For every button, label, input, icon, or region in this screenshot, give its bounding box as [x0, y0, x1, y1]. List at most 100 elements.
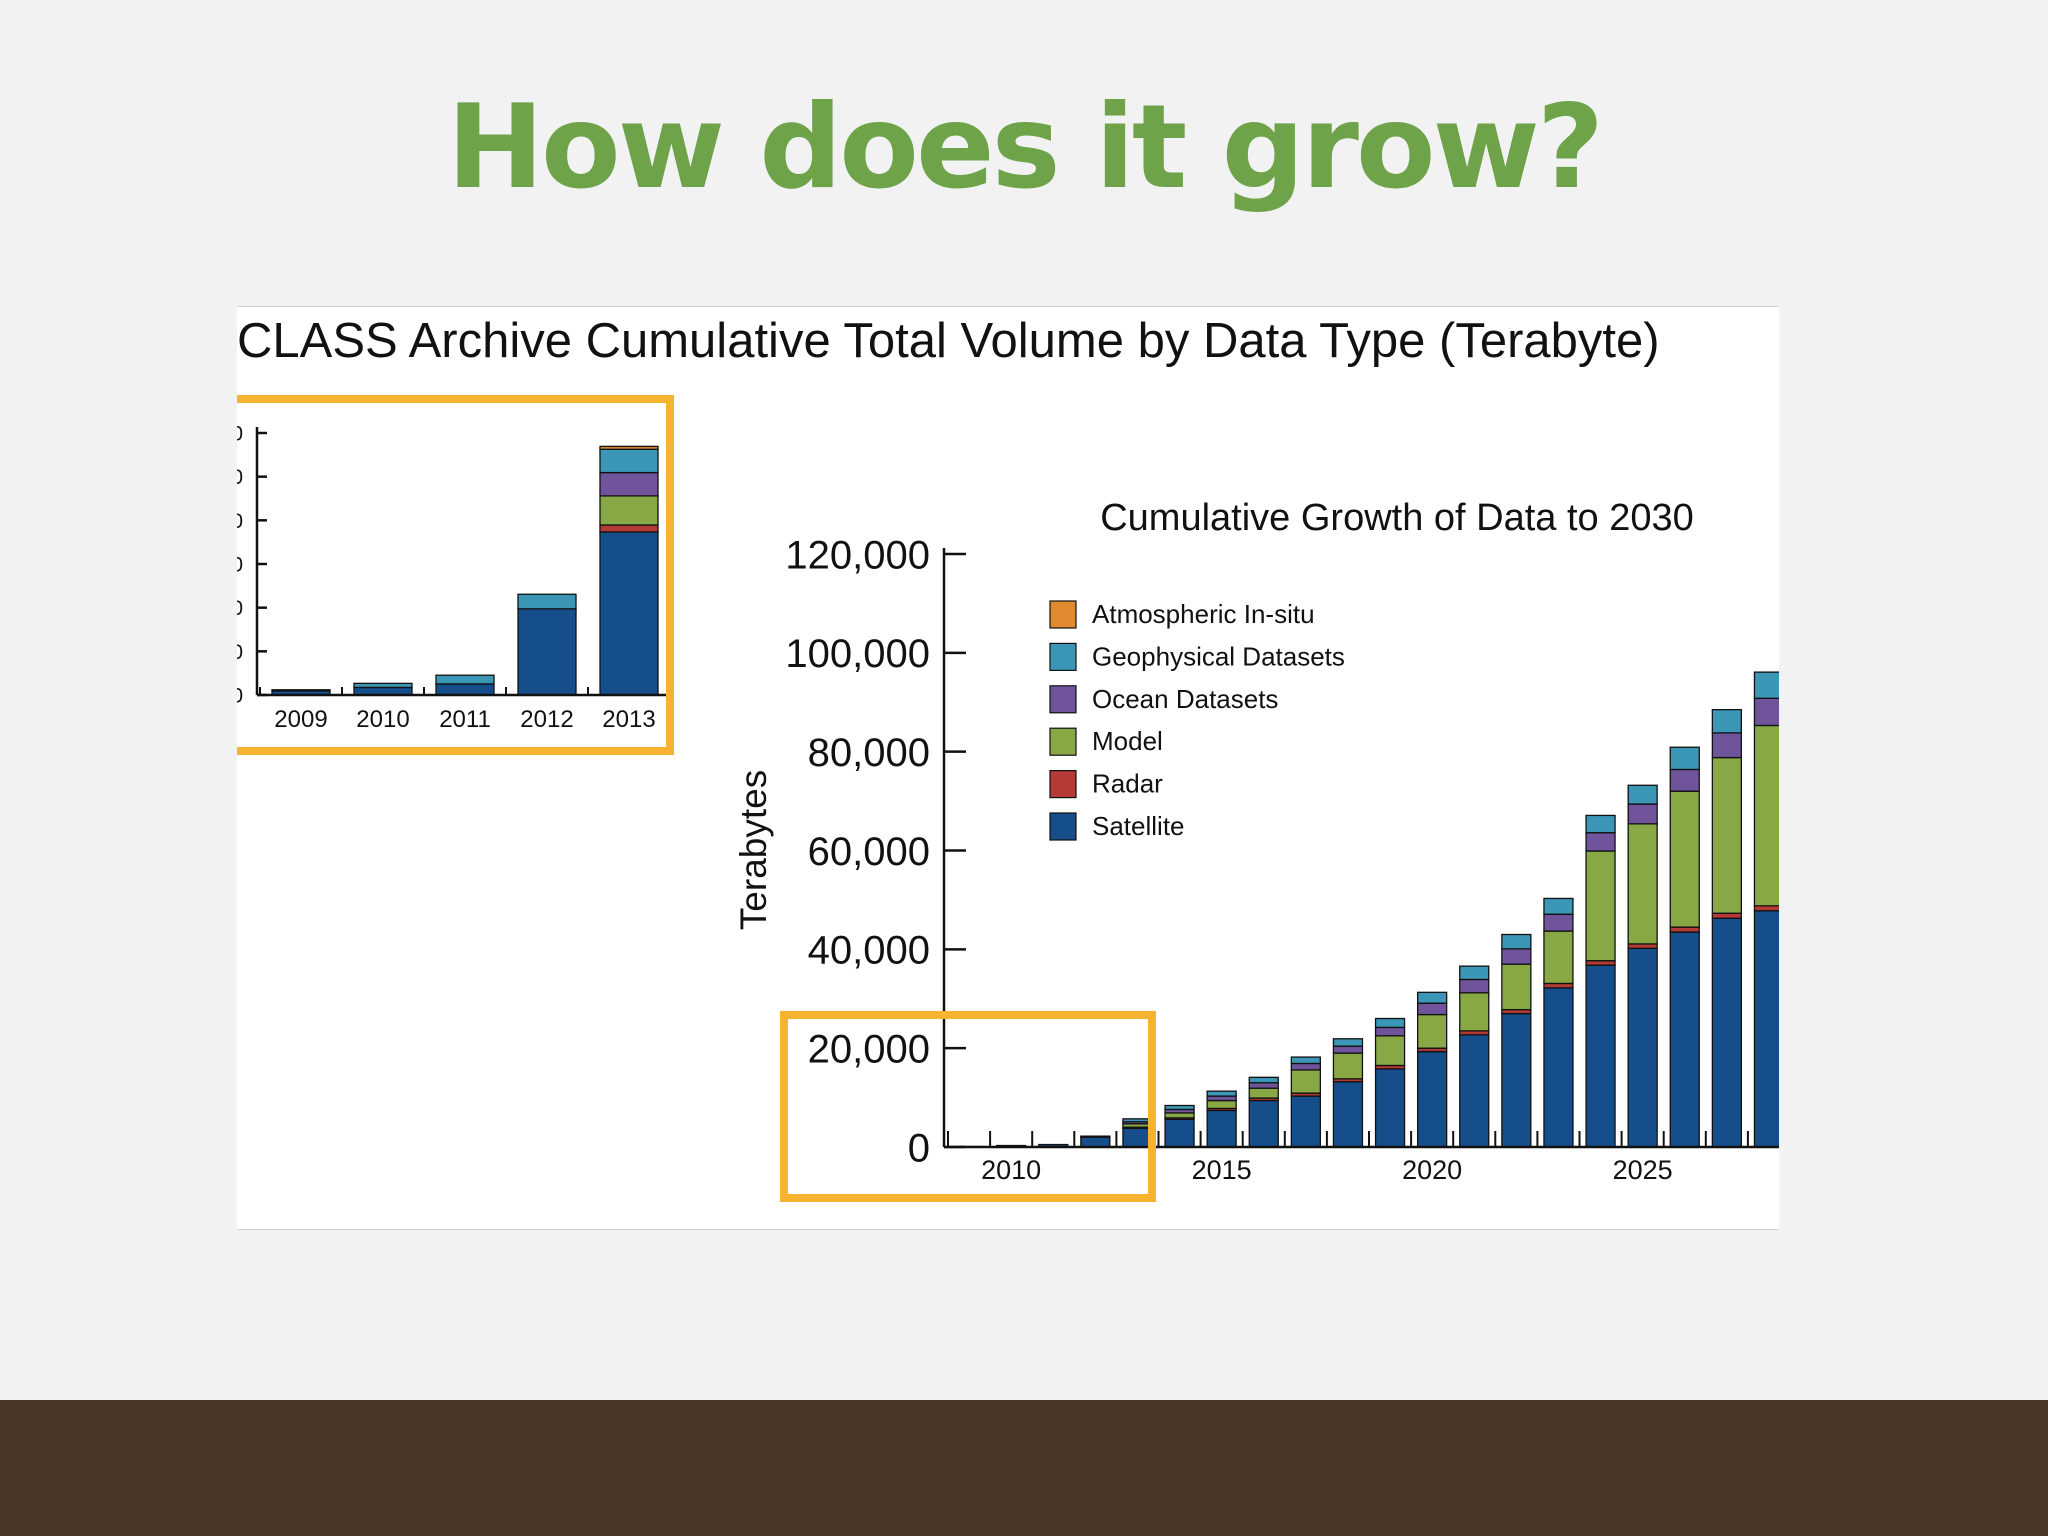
bar-segment — [599, 471, 659, 497]
bar-segment — [599, 445, 659, 450]
bar-segment — [1248, 1087, 1279, 1099]
bar-segment — [1627, 784, 1658, 805]
bar-segment — [1501, 933, 1532, 950]
x-tick-label: 2025 — [1613, 1155, 1673, 1185]
x-tick-label: 2011 — [439, 706, 491, 733]
bar-segment — [1627, 823, 1658, 945]
legend-swatch — [1049, 600, 1077, 629]
bar-segment — [1080, 1135, 1111, 1138]
bar-segment — [1501, 948, 1532, 965]
legend-swatch — [1049, 812, 1077, 841]
bar-segment — [1543, 982, 1574, 989]
legend-label: Model — [1092, 726, 1163, 756]
bar-segment — [1164, 1112, 1195, 1119]
bar-segment — [1669, 768, 1700, 792]
bar-segment — [1711, 917, 1742, 1148]
bar-segment — [1543, 897, 1574, 915]
bar-segment — [1080, 1136, 1111, 1148]
y-tick-label: 60,000 — [808, 830, 930, 874]
legend-swatch — [1049, 642, 1077, 671]
bar-segment — [353, 682, 413, 689]
bar-segment — [1374, 1026, 1406, 1037]
bar-segment — [1669, 746, 1700, 771]
bar-segment — [1753, 724, 1779, 907]
bar-segment — [1206, 1095, 1237, 1102]
y-tick-label: 40,000 — [808, 929, 930, 973]
bar-segment — [1585, 832, 1616, 852]
bar-segment — [1459, 992, 1490, 1032]
bar-segment — [1543, 930, 1574, 985]
bar-segment — [1585, 960, 1616, 966]
y-tick-label: 100,000 — [785, 632, 930, 676]
y-tick-label: 0 — [237, 466, 243, 489]
bar-segment — [1669, 790, 1700, 928]
bar-segment — [1753, 905, 1779, 912]
bar-segment — [1332, 1052, 1364, 1080]
bar-segment — [1711, 756, 1742, 914]
x-tick-label: 2009 — [274, 706, 327, 733]
y-tick-label: 20,000 — [808, 1028, 930, 1072]
bar-segment — [1669, 931, 1700, 1148]
bar-segment — [1374, 1068, 1406, 1148]
bar-segment — [1627, 943, 1658, 949]
bar-segment — [1627, 947, 1658, 1148]
bar-segment — [1122, 1127, 1153, 1148]
bar-segment — [1585, 814, 1616, 834]
bar-segment — [1206, 1109, 1237, 1148]
bar-segment — [1627, 803, 1658, 825]
bar-segment — [435, 683, 495, 696]
bar-segment — [1417, 1013, 1448, 1049]
bar-segment — [1206, 1099, 1237, 1110]
x-tick-label: 2015 — [1192, 1155, 1252, 1185]
bar-segment — [1290, 1062, 1321, 1071]
bar-segment — [1543, 913, 1574, 932]
bar-segment — [1753, 910, 1779, 1148]
x-tick-label: 2013 — [602, 706, 655, 733]
bar-segment — [1459, 1034, 1490, 1148]
bar-segment — [1711, 732, 1742, 759]
chart-figure: CLASS Archive Cumulative Total Volume by… — [237, 306, 1779, 1230]
legend-swatch — [1049, 685, 1077, 714]
x-tick-label: 2012 — [520, 706, 573, 733]
bar-segment — [1206, 1090, 1237, 1097]
legend-swatch — [1049, 770, 1077, 799]
bar-segment — [1374, 1017, 1406, 1029]
slide-title: How does it grow? — [446, 80, 1604, 215]
footer-band — [0, 1400, 2048, 1536]
chart-title: Cumulative Growth of Data to 2030 — [1100, 497, 1694, 539]
bar-segment — [435, 674, 495, 685]
bar-segment — [1164, 1118, 1195, 1148]
bar-segment — [1501, 963, 1532, 1011]
legend-label: Geophysical Datasets — [1092, 641, 1345, 671]
bar-segment — [1543, 987, 1574, 1148]
bar-segment — [1753, 697, 1779, 727]
bar-segment — [1459, 965, 1490, 981]
y-tick-label: 0 — [237, 423, 243, 446]
highlight-boxes — [237, 395, 1156, 1202]
bar-segment — [1122, 1118, 1153, 1123]
bar-segment — [1459, 978, 1490, 994]
bar-segment — [1248, 1082, 1279, 1089]
bar-segment — [1585, 964, 1616, 1148]
x-tick-label: 2010 — [356, 706, 409, 733]
bar-segment — [1501, 1012, 1532, 1148]
y-tick-label: 120,000 — [785, 533, 930, 577]
y-axis-label: Terabytes — [733, 770, 774, 930]
figure-title: CLASS Archive Cumulative Total Volume by… — [237, 314, 1660, 368]
bar-segment — [1290, 1069, 1321, 1094]
bar-segment — [1669, 926, 1700, 933]
legend-label: Satellite — [1092, 811, 1185, 841]
bar-segment — [599, 531, 659, 696]
bar-segment — [1164, 1104, 1195, 1111]
y-tick-label: 0 — [908, 1126, 930, 1170]
bar-segment — [1711, 912, 1742, 919]
x-tick-label: 2010 — [981, 1155, 1041, 1185]
bar-segment — [599, 524, 659, 533]
bar-segment — [1417, 991, 1448, 1004]
y-tick-label: 0 — [237, 641, 243, 664]
y-tick-label: 0 — [237, 685, 243, 708]
bar-segment — [599, 448, 659, 474]
bar-segment — [1332, 1081, 1364, 1148]
y-tick-label: 80,000 — [808, 731, 930, 775]
y-tick-label: 0 — [237, 554, 243, 577]
